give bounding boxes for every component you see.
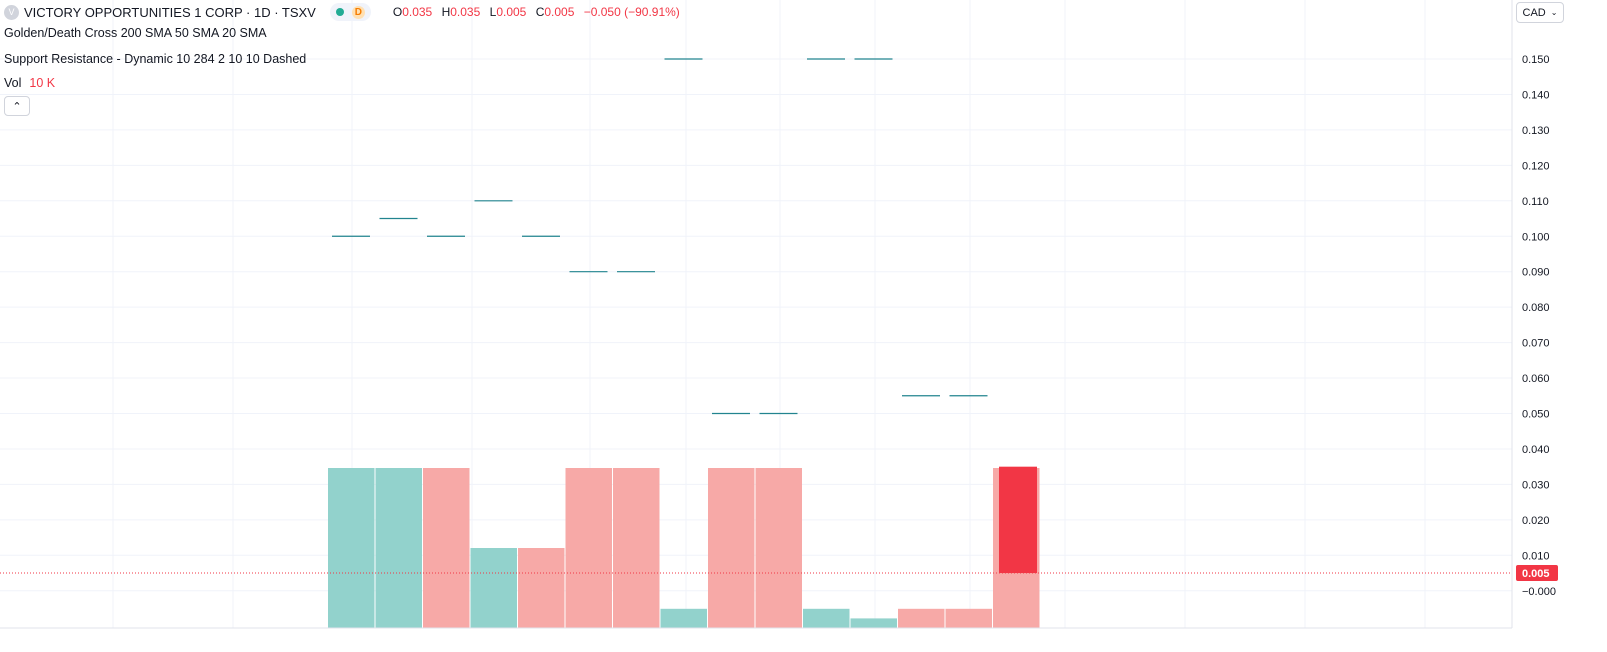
chevron-down-icon: ⌄ — [1550, 8, 1558, 17]
volume-bar — [945, 608, 992, 628]
volume-bar — [708, 468, 755, 628]
volume-bar — [850, 618, 897, 628]
interval-badge: D — [351, 5, 365, 19]
volume-bar — [518, 548, 565, 628]
low-value: 0.005 — [496, 5, 527, 19]
volume-bar — [328, 468, 375, 628]
chart-grid — [0, 0, 1512, 628]
price-axis: 0.150 0.140 0.130 0.120 0.110 0.100 0.090 0.080… — [0, 0, 1556, 629]
price-tick-label: 0.020 — [1522, 515, 1550, 527]
price-tick-label: 0.030 — [1522, 479, 1550, 491]
price-tick-label: 0.040 — [1522, 444, 1550, 456]
low-key: L — [489, 5, 497, 19]
open-key: O — [392, 5, 403, 19]
price-tick-label: 0.120 — [1522, 160, 1550, 172]
volume-bar — [470, 548, 517, 628]
currency-selector[interactable]: CAD ⌄ — [1516, 2, 1564, 23]
price-tick-label: 0.130 — [1522, 125, 1550, 137]
volume-bar — [755, 468, 802, 628]
price-tick-label: 0.050 — [1522, 409, 1550, 421]
volume-bar — [898, 608, 945, 628]
volume-bar — [565, 468, 612, 628]
price-tick-label: −0.000 — [1522, 586, 1556, 598]
market-status[interactable]: D — [329, 3, 371, 21]
price-tick-label: 0.100 — [1522, 231, 1550, 243]
last-candle — [999, 466, 1037, 574]
chevron-up-icon: ⌃ — [12, 100, 22, 113]
high-key: H — [441, 5, 451, 19]
indicator-volume[interactable]: Vol 10 K — [4, 76, 55, 90]
close-value: 0.005 — [544, 5, 575, 19]
symbol-header[interactable]: V VICTORY OPPORTUNITIES 1 CORP · 1D · TS… — [4, 3, 686, 21]
collapse-legend-button[interactable]: ⌃ — [4, 96, 30, 116]
ohlc-values: O0.035 H0.035 L0.005 C0.005 −0.050 (−90.… — [393, 5, 686, 19]
price-tick-label: 0.060 — [1522, 373, 1550, 385]
change-value: −0.050 (−90.91%) — [583, 5, 680, 19]
last-price-label: 0.005 — [1522, 568, 1550, 580]
price-tick-label: 0.150 — [1522, 54, 1550, 66]
price-tick-label: 0.110 — [1522, 196, 1549, 208]
indicator-golden-death-cross[interactable]: Golden/Death Cross 200 SMA 50 SMA 20 SMA — [4, 26, 267, 40]
last-price-tag — [1516, 565, 1558, 582]
volume-bar — [803, 608, 850, 628]
volume-label: Vol — [4, 76, 22, 90]
volume-bar — [613, 468, 660, 628]
close-key: C — [535, 5, 545, 19]
volume-value: 10 K — [29, 76, 56, 90]
volume-bar — [660, 608, 707, 628]
indicator-support-resistance[interactable]: Support Resistance - Dynamic 10 284 2 10… — [4, 52, 307, 66]
symbol-logo: V — [4, 4, 19, 20]
market-open-dot-icon — [335, 8, 344, 16]
volume-bars — [328, 468, 1040, 628]
price-tick-label: 0.090 — [1522, 267, 1550, 279]
price-tick-label: 0.070 — [1522, 338, 1550, 350]
open-value: 0.035 — [402, 5, 433, 19]
price-tick-label: 0.080 — [1522, 302, 1550, 314]
currency-label: CAD — [1522, 6, 1546, 19]
last-price-line: 0.005 — [0, 466, 1558, 582]
support-resistance-lines — [332, 58, 988, 415]
high-value: 0.035 — [450, 5, 481, 19]
symbol-title[interactable]: VICTORY OPPORTUNITIES 1 CORP · 1D · TSXV — [24, 4, 316, 20]
price-tick-label: 0.010 — [1522, 550, 1550, 562]
price-tick-label: 0.140 — [1522, 89, 1550, 101]
volume-bar — [375, 468, 422, 628]
volume-bar — [423, 468, 470, 628]
